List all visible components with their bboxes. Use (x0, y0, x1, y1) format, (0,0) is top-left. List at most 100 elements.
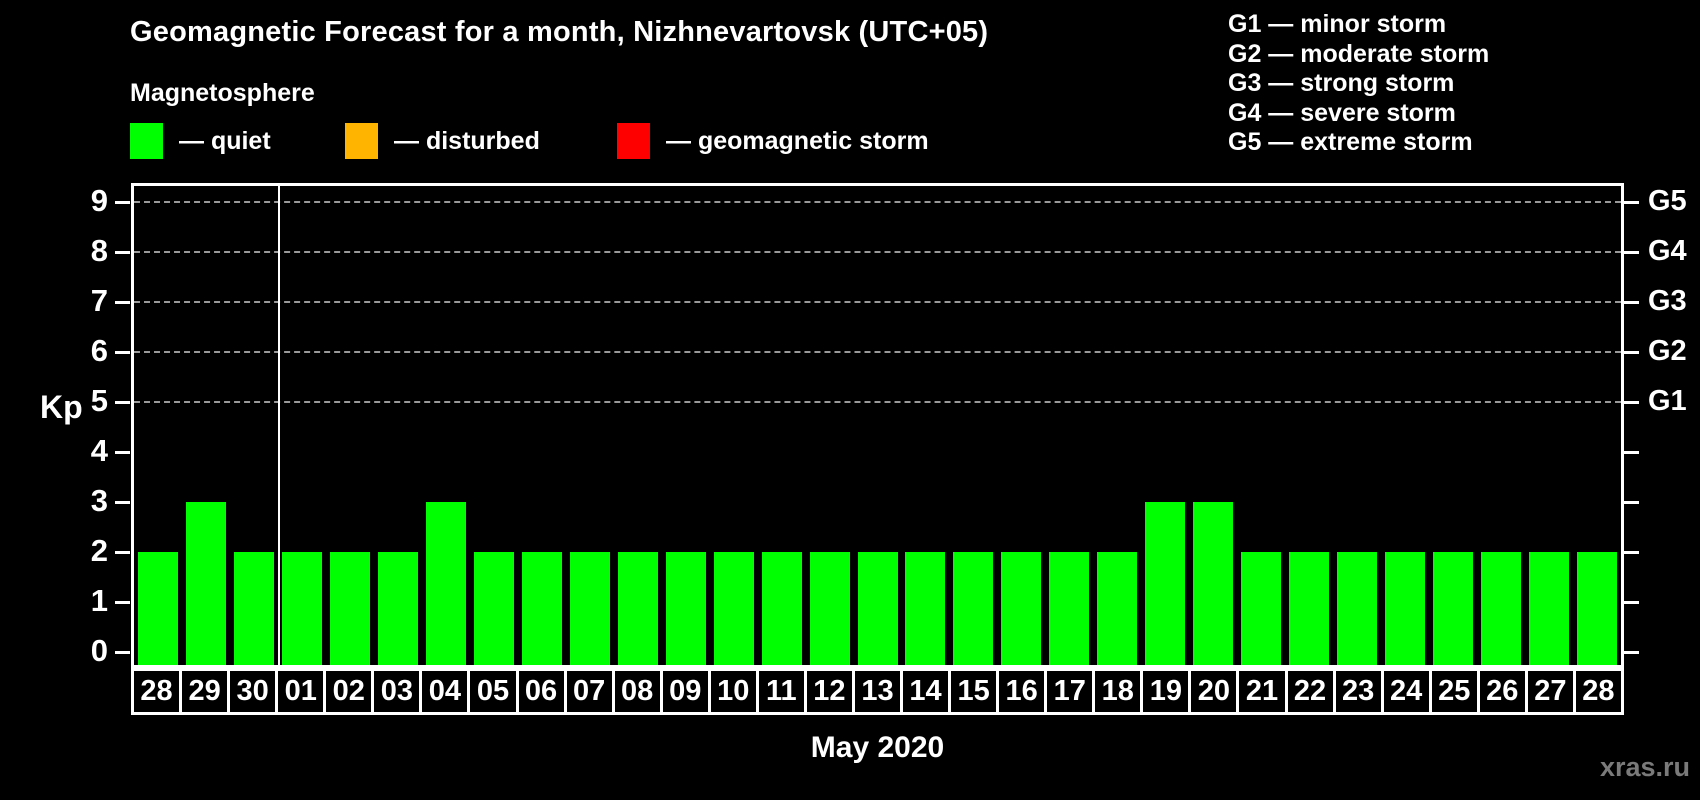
g-scale-label: G2 (1648, 335, 1687, 367)
y-axis-tick (115, 351, 130, 354)
right-axis-tick (1624, 401, 1639, 404)
date-cell: 26 (1476, 668, 1528, 715)
gridline-kp-7 (134, 301, 1621, 303)
g-scale-label: G1 (1648, 385, 1687, 417)
storm-legend-line: G4 — severe storm (1228, 98, 1456, 127)
kp-bar-day-30 (234, 552, 274, 665)
y-axis-tick-label: 4 (90, 433, 108, 468)
kp-bar-day-28 (138, 552, 178, 665)
date-cell: 19 (1140, 668, 1192, 715)
kp-bar-day-24 (1385, 552, 1425, 665)
date-cell: 25 (1428, 668, 1480, 715)
kp-bar-day-28 (1577, 552, 1617, 665)
right-axis-tick (1624, 451, 1639, 454)
watermark: xras.ru (1599, 752, 1690, 782)
right-axis-tick (1624, 251, 1639, 254)
y-axis-tick-label: 9 (90, 183, 108, 218)
y-axis-tick (115, 501, 130, 504)
kp-bar-day-29 (186, 502, 226, 665)
kp-bar-day-14 (905, 552, 945, 665)
kp-bar-day-04 (426, 502, 466, 665)
storm-legend-line: G1 — minor storm (1228, 10, 1447, 38)
y-axis-tick (115, 401, 130, 404)
right-axis-tick (1624, 351, 1639, 354)
kp-bar-day-17 (1049, 552, 1089, 665)
date-cell: 20 (1188, 668, 1240, 715)
kp-bar-day-13 (858, 552, 898, 665)
x-axis-month-label: May 2020 (810, 731, 945, 764)
kp-bar-day-06 (522, 552, 562, 665)
date-cell: 18 (1092, 668, 1144, 715)
month-boundary-line (278, 186, 280, 665)
date-cell: 21 (1236, 668, 1288, 715)
right-axis-tick (1624, 651, 1639, 654)
storm-scale-legend: G1 — minor storm G2 — moderate storm G3 — … (1228, 10, 1489, 158)
right-axis-tick (1624, 601, 1639, 604)
storm-legend-line: G5 — extreme storm (1228, 128, 1473, 157)
kp-bar-day-09 (666, 552, 706, 665)
y-axis-tick (115, 201, 130, 204)
gridline-kp-9 (134, 201, 1621, 203)
right-axis-tick (1624, 201, 1639, 204)
date-cell: 28 (131, 668, 183, 715)
y-axis-tick-label: 3 (90, 483, 108, 518)
date-cell: 14 (900, 668, 952, 715)
date-cell: 24 (1380, 668, 1432, 715)
right-axis-tick (1624, 301, 1639, 304)
disturbed-color-swatch (345, 123, 378, 159)
plot-area (131, 183, 1624, 668)
y-axis-tick-label: 6 (90, 333, 108, 368)
kp-bar-day-26 (1481, 552, 1521, 665)
right-axis-tick (1624, 501, 1639, 504)
kp-bar-day-19 (1145, 502, 1185, 665)
date-cell: 15 (948, 668, 1000, 715)
gridline-kp-6 (134, 351, 1621, 353)
date-cell: 08 (611, 668, 663, 715)
kp-bar-day-02 (330, 552, 370, 665)
legend-item-label: — quiet (179, 126, 271, 155)
kp-bar-day-20 (1193, 502, 1233, 665)
storm-color-swatch (617, 123, 650, 159)
g-scale-label: G4 (1648, 235, 1687, 267)
date-cell: 09 (659, 668, 711, 715)
date-cell: 01 (275, 668, 327, 715)
kp-bar-day-10 (714, 552, 754, 665)
date-cell: 07 (563, 668, 615, 715)
gridline-kp-8 (134, 251, 1621, 253)
magnetosphere-legend-title: Magnetosphere (130, 79, 315, 107)
y-axis-tick-label: 2 (90, 533, 108, 568)
chart-title: Geomagnetic Forecast for a month, Nizhne… (130, 16, 989, 48)
kp-bar-day-07 (570, 552, 610, 665)
legend-item-quiet: — quiet (130, 122, 271, 160)
y-axis-tick (115, 551, 130, 554)
y-axis-tick-label: 1 (90, 583, 108, 618)
y-axis-tick-label: 7 (90, 283, 108, 318)
kp-bar-day-03 (378, 552, 418, 665)
kp-bar-day-15 (953, 552, 993, 665)
kp-bar-day-11 (762, 552, 802, 665)
date-cell: 28 (1572, 668, 1624, 715)
date-cell: 05 (467, 668, 519, 715)
date-cell: 29 (179, 668, 231, 715)
y-axis-tick (115, 301, 130, 304)
gridline-kp-5 (134, 401, 1621, 403)
kp-bar-day-16 (1001, 552, 1041, 665)
y-axis-tick-label: 5 (90, 383, 108, 418)
date-cell: 16 (996, 668, 1048, 715)
y-axis-tick (115, 251, 130, 254)
date-cell: 03 (371, 668, 423, 715)
date-cell: 06 (515, 668, 567, 715)
g-scale-label: G5 (1648, 185, 1687, 217)
legend-item-label: — geomagnetic storm (666, 126, 929, 155)
storm-legend-line: G2 — moderate storm (1228, 39, 1490, 68)
g-scale-label: G3 (1648, 285, 1687, 317)
y-axis-tick (115, 451, 130, 454)
date-cell: 11 (755, 668, 807, 715)
kp-bar-day-21 (1241, 552, 1281, 665)
storm-legend-line: G3 — strong storm (1228, 69, 1455, 98)
kp-bar-day-22 (1289, 552, 1329, 665)
y-axis-tick-label: 8 (90, 233, 108, 268)
date-cell: 17 (1044, 668, 1096, 715)
date-cell: 30 (227, 668, 279, 715)
